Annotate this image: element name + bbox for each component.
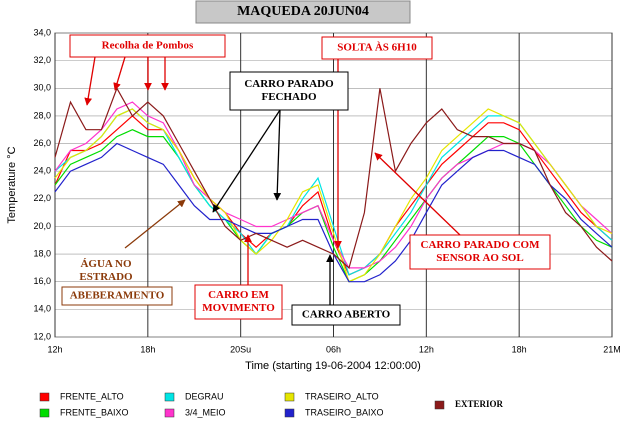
legend-label: TRASEIRO_BAIXO xyxy=(305,407,384,417)
annotation-text: CARRO EM xyxy=(208,289,269,301)
annotation-box xyxy=(321,36,433,60)
annotation-arrow xyxy=(273,109,282,201)
x-tick-label: 12h xyxy=(47,344,62,354)
legend-swatch xyxy=(39,408,50,418)
legend-swatch xyxy=(164,392,175,402)
y-tick-label: 18,0 xyxy=(33,248,51,258)
annotation-text: ÁGUA NO xyxy=(80,258,131,270)
x-tick-label: 21M xyxy=(603,344,620,354)
legend-label: TRASEIRO_ALTO xyxy=(305,391,379,401)
annotation-box xyxy=(194,284,283,320)
annotation-text: ESTRADO xyxy=(79,271,133,283)
annotation-box xyxy=(409,234,551,270)
annotation-arrow xyxy=(84,56,96,106)
x-axis-label: Time (starting 19-06-2004 12:00:00) xyxy=(245,360,421,372)
y-tick-label: 32,0 xyxy=(33,55,51,65)
annotation-box xyxy=(69,34,226,58)
annotation-arrow xyxy=(124,199,186,249)
y-tick-label: 12,0 xyxy=(33,331,51,341)
y-tick-label: 34,0 xyxy=(33,27,51,37)
annotation-text: SOLTA ÀS 6H10 xyxy=(337,42,417,54)
annotation-text: FECHADO xyxy=(262,91,317,103)
legend-label: FRENTE_BAIXO xyxy=(60,407,129,417)
chart-title: MAQUEDA 20JUN04 xyxy=(237,4,369,19)
annotation-box xyxy=(291,304,401,326)
y-tick-label: 24,0 xyxy=(33,166,51,176)
legend-label: DEGRAU xyxy=(185,391,224,401)
legend-swatch xyxy=(39,392,50,402)
x-tick-label: 06h xyxy=(326,344,341,354)
series-line xyxy=(54,108,613,283)
legend-label: FRENTE_ALTO xyxy=(60,391,124,401)
x-tick-label: 20Su xyxy=(230,344,251,354)
legend-swatch xyxy=(434,400,445,410)
annotation-arrow xyxy=(212,109,281,213)
title-box xyxy=(195,0,411,24)
annotation-text: CARRO ABERTO xyxy=(302,309,391,321)
y-tick-label: 22,0 xyxy=(33,193,51,203)
annotation-arrow xyxy=(374,152,461,236)
legend-swatch xyxy=(164,408,175,418)
annotation-text: ABEBERAMENTO xyxy=(70,290,165,302)
annotation-box xyxy=(61,286,173,306)
y-tick-label: 14,0 xyxy=(33,304,51,314)
x-tick-label: 12h xyxy=(419,344,434,354)
annotation-text: MOVIMENTO xyxy=(202,302,275,314)
y-axis-label: Temperature °C xyxy=(6,146,18,223)
x-tick-label: 18h xyxy=(512,344,527,354)
annotation-text: CARRO PARADO xyxy=(244,78,334,90)
annotation-arrow xyxy=(113,56,126,91)
y-tick-label: 28,0 xyxy=(33,110,51,120)
annotation-text: Recolha de Pombos xyxy=(102,40,194,52)
legend-label: EXTERIOR xyxy=(455,399,504,409)
annotation-text: SENSOR AO SOL xyxy=(436,252,523,264)
annotation-text: CARRO PARADO COM xyxy=(421,239,541,251)
x-tick-label: 18h xyxy=(140,344,155,354)
legend-label: 3/4_MEIO xyxy=(185,407,226,417)
legend-swatch xyxy=(284,392,295,402)
series-line xyxy=(54,86,613,269)
y-tick-label: 26,0 xyxy=(33,138,51,148)
y-tick-label: 16,0 xyxy=(33,276,51,286)
annotation-box xyxy=(229,71,349,111)
y-tick-label: 30,0 xyxy=(33,83,51,93)
y-tick-label: 20,0 xyxy=(33,221,51,231)
legend-swatch xyxy=(284,408,295,418)
